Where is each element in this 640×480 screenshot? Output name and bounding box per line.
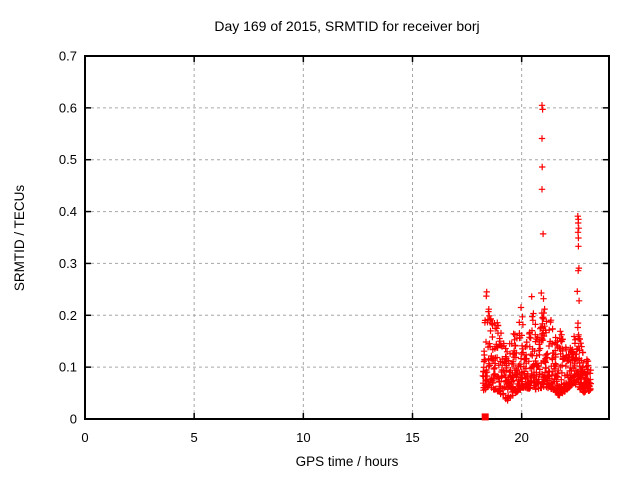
- y-tick-label: 0.7: [59, 49, 77, 64]
- y-tick-label: 0.4: [59, 204, 77, 219]
- y-axis-label: SRMTID / TECUs: [12, 185, 27, 292]
- data-points: [479, 102, 594, 421]
- chart-title: Day 169 of 2015, SRMTID for receiver bor…: [214, 18, 479, 34]
- y-tick-label: 0.3: [59, 256, 77, 271]
- y-tick-label: 0.1: [59, 360, 77, 375]
- y-tick-label: 0: [70, 412, 77, 427]
- plot-frame: [84, 55, 610, 420]
- tick-labels: 0 5 10 15 20 0 0.1 0.2 0.3 0.4 0.5 0.6 0.7: [59, 49, 529, 446]
- x-tick-label: 10: [296, 430, 310, 445]
- square-marker: [481, 413, 489, 421]
- x-tick-label: 5: [191, 430, 198, 445]
- x-tick-label: 20: [514, 430, 528, 445]
- x-axis-label: GPS time / hours: [296, 454, 399, 469]
- x-tick-label: 15: [405, 430, 419, 445]
- plus-markers: [479, 102, 594, 404]
- y-tick-label: 0.5: [59, 152, 77, 167]
- y-tick-label: 0.6: [59, 100, 77, 115]
- x-tick-label: 0: [81, 430, 88, 445]
- y-tick-label: 0.2: [59, 308, 77, 323]
